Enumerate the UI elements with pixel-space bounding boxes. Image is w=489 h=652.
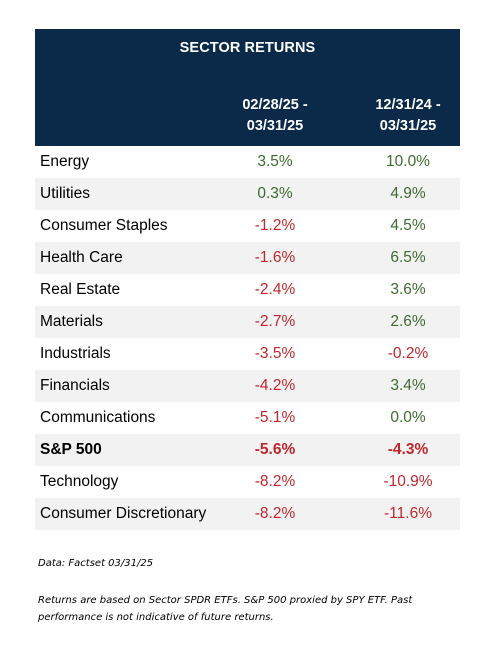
table-row: Consumer Staples -1.2% 4.5% [35,210,460,242]
period2-value: 0.0% [390,409,426,426]
column-header-period1-line1: 02/28/25 - [242,97,308,113]
period2-value: -0.2% [387,345,429,362]
sector-name: S&P 500 [40,441,102,458]
period1-value: -1.2% [254,217,296,234]
data-source-note: Data: Factset 03/31/25 [38,558,154,569]
period1-value: -5.6% [254,441,296,458]
period2-value: 4.9% [390,185,426,202]
sector-name: Health Care [40,249,123,266]
sector-name: Real Estate [40,281,121,298]
period1-value: -1.6% [254,249,296,266]
table-row: Communications -5.1% 0.0% [35,402,460,434]
period2-value: -11.6% [384,505,432,522]
sector-name: Consumer Discretionary [40,505,207,522]
period1-value: -5.1% [254,409,296,426]
sector-name: Utilities [40,185,90,202]
period1-value: -8.2% [254,473,296,490]
sector-name: Consumer Staples [40,217,168,234]
table-row: Real Estate -2.4% 3.6% [35,274,460,306]
sector-name: Industrials [40,345,111,362]
period1-value: -2.7% [254,313,296,330]
period2-value: 6.5% [390,249,426,266]
table-header: SECTOR RETURNS 02/28/25 - 03/31/25 12/31… [35,29,460,146]
period2-value: 4.5% [390,217,426,234]
period2-value: 3.4% [390,377,426,394]
table-row: Energy 3.5% 10.0% [35,146,460,178]
sector-name: Communications [40,409,156,426]
period1-value: -4.2% [254,377,296,394]
column-header-period2: 12/31/24 - 03/31/25 [353,95,463,137]
table-row: Financials -4.2% 3.4% [35,370,460,402]
table-row: Materials -2.7% 2.6% [35,306,460,338]
sector-name: Materials [40,313,103,330]
sector-name: Financials [40,377,110,394]
column-header-period1: 02/28/25 - 03/31/25 [220,95,330,137]
column-header-period1-line2: 03/31/25 [246,118,304,134]
table-row: Health Care -1.6% 6.5% [35,242,460,274]
column-header-period2-line2: 03/31/25 [379,118,437,134]
period1-value: -8.2% [254,505,296,522]
period2-value: 2.6% [390,313,426,330]
table-row: Industrials -3.5% -0.2% [35,338,460,370]
period2-value: -10.9% [383,473,433,490]
period1-value: 3.5% [257,153,293,170]
period1-value: 0.3% [257,185,293,202]
table-row: Consumer Discretionary -8.2% -11.6% [35,498,460,530]
period2-value: -4.3% [387,441,429,458]
sector-name: Energy [40,153,90,170]
table-row: Technology -8.2% -10.9% [35,466,460,498]
table-title: SECTOR RETURNS [179,40,316,56]
period2-value: 3.6% [390,281,426,298]
disclaimer-note: Returns are based on Sector SPDR ETFs. S… [38,595,413,623]
table-row-benchmark: S&P 500 -5.6% -4.3% [35,434,460,466]
period1-value: -2.4% [254,281,296,298]
sector-name: Technology [40,473,119,490]
period2-value: 10.0% [386,153,430,170]
sector-returns-table: SECTOR RETURNS 02/28/25 - 03/31/25 12/31… [35,29,460,530]
table-row: Utilities 0.3% 4.9% [35,178,460,210]
column-header-period2-line1: 12/31/24 - [375,97,441,113]
period1-value: -3.5% [254,345,296,362]
